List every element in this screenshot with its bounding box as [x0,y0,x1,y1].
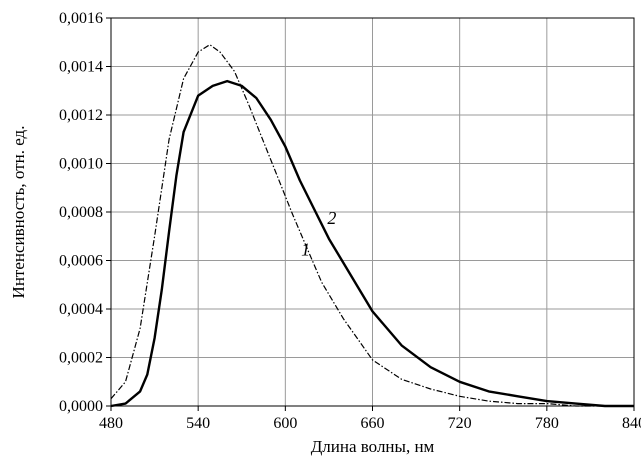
y-tick-label: 0,0016 [59,10,103,27]
curve-label-1: 1 [301,240,310,260]
x-axis-ticks: 480 540 600 660 720 780 840 [99,406,641,432]
series-group [110,44,634,408]
y-tick-label: 0,0012 [59,107,103,124]
y-tick-label: 0,0006 [59,253,103,270]
y-axis-ticks: 0,0000 0,0002 0,0004 0,0006 0,0008 0,0010 0,00… [59,10,111,415]
x-tick-label: 600 [273,415,297,432]
series-2-line [110,79,634,408]
x-tick-label: 660 [361,415,385,432]
y-tick-label: 0,0002 [59,350,103,367]
y-tick-label: 0,0014 [59,59,103,76]
curve-labels: 12 [301,208,336,260]
series-1-line [110,44,634,407]
curve-label-2: 2 [327,208,336,228]
y-tick-label: 0,0000 [59,398,103,415]
x-tick-label: 540 [186,415,210,432]
y-axis-label: Интенсивность, отн. ед. [9,126,28,299]
x-tick-label: 720 [448,415,472,432]
y-tick-label: 0,0010 [59,156,103,173]
x-tick-label: 480 [99,415,123,432]
x-axis-label: Длина волны, нм [311,437,435,456]
x-tick-label: 840 [622,415,641,432]
y-tick-label: 0,0008 [59,204,103,221]
x-tick-label: 780 [535,415,559,432]
y-tick-label: 0,0004 [59,301,103,318]
gridlines [111,18,634,406]
